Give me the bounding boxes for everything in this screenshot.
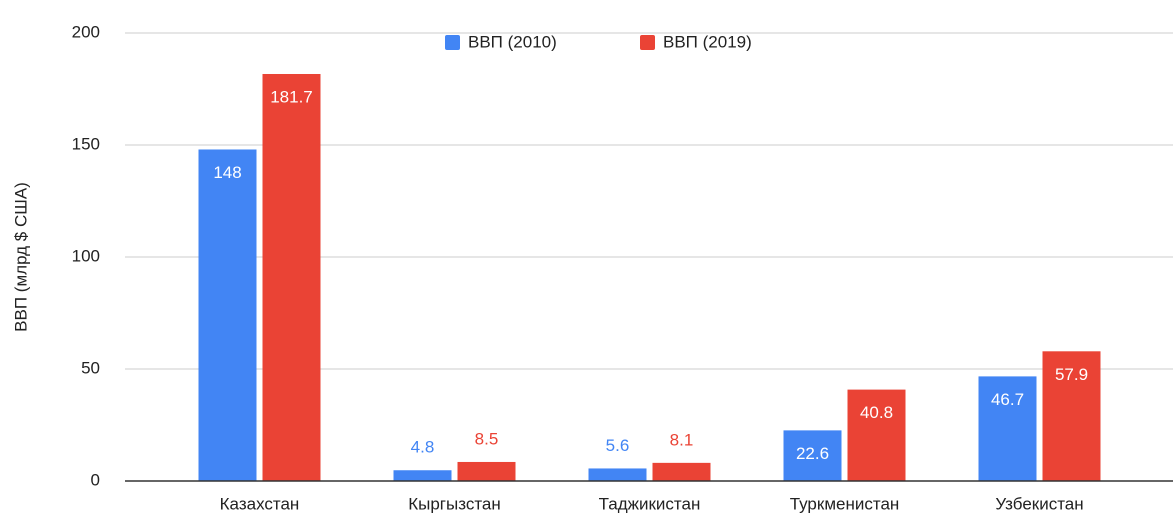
bar (978, 376, 1037, 481)
legend-swatch (445, 35, 460, 50)
bar (457, 461, 516, 481)
data-label: 8.1 (670, 430, 694, 449)
bar (588, 468, 647, 481)
x-tick-label: Казахстан (220, 494, 300, 513)
y-tick-label: 200 (72, 22, 100, 41)
x-tick-label: Кыргызстан (408, 494, 501, 513)
bar (262, 73, 321, 481)
data-label: 46.7 (991, 390, 1024, 409)
y-axis-label: ВВП (млрд $ США) (11, 182, 30, 332)
y-tick-label: 50 (81, 358, 100, 377)
data-label: 148 (213, 163, 241, 182)
bar (198, 149, 257, 482)
data-label: 40.8 (860, 403, 893, 422)
y-tick-label: 150 (72, 134, 100, 153)
data-label: 22.6 (796, 444, 829, 463)
data-label: 8.5 (475, 429, 499, 448)
legend-swatch (640, 35, 655, 50)
x-tick-label: Туркменистан (790, 494, 900, 513)
x-tick-label: Таджикистан (599, 494, 701, 513)
data-label: 57.9 (1055, 365, 1088, 384)
data-label: 181.7 (270, 87, 313, 106)
bar (847, 389, 906, 481)
bar (1042, 351, 1101, 481)
data-label: 4.8 (411, 438, 435, 457)
data-label: 5.6 (606, 436, 630, 455)
bar (393, 470, 452, 481)
y-tick-label: 100 (72, 246, 100, 265)
bar (783, 430, 842, 481)
x-tick-label: Узбекистан (995, 494, 1083, 513)
legend-label: ВВП (2010) (468, 32, 557, 51)
legend-label: ВВП (2019) (663, 32, 752, 51)
bar (652, 462, 711, 481)
y-tick-label: 0 (91, 470, 100, 489)
